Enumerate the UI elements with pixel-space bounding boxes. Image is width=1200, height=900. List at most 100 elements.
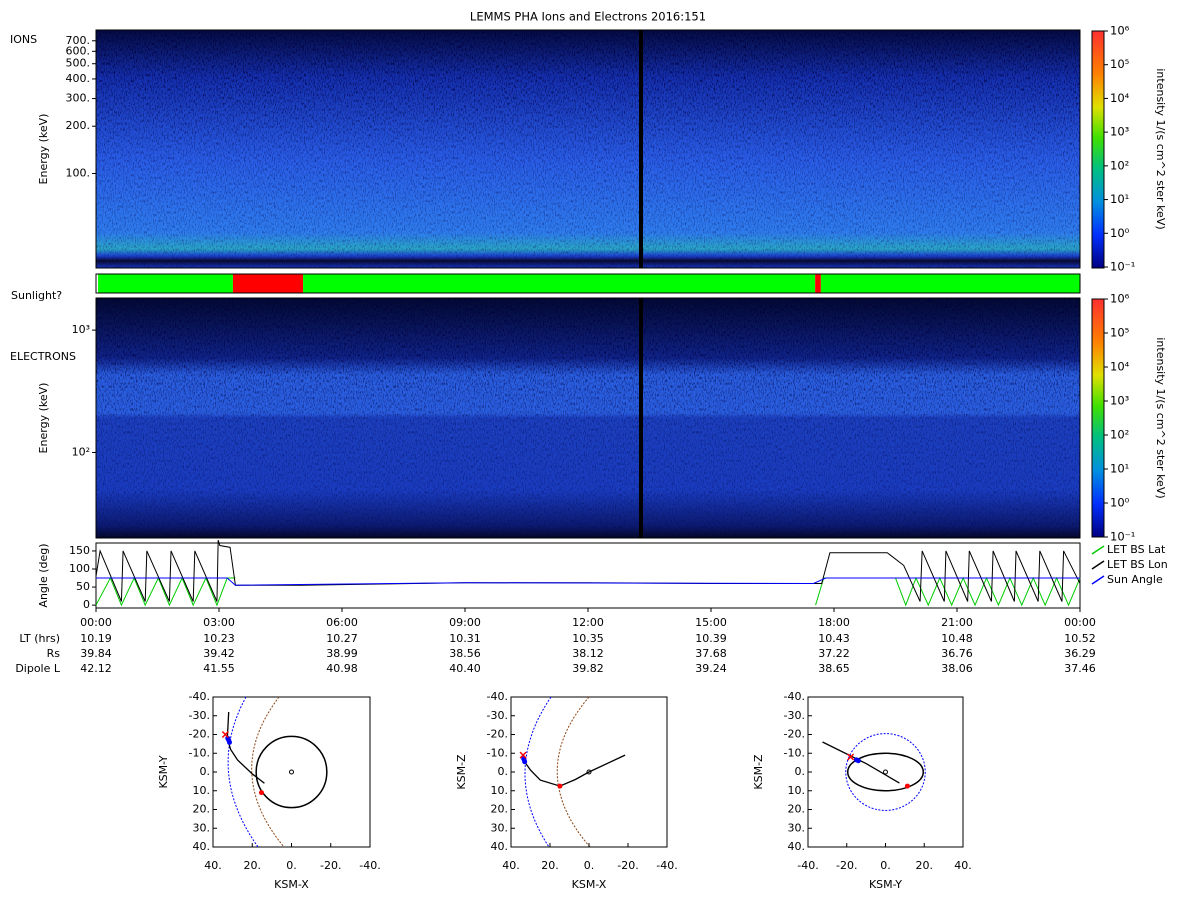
legend-swatch — [1091, 545, 1105, 555]
colorbar-tick-label: 10⁶ — [1110, 292, 1130, 306]
y-tick-label: -40. — [784, 690, 805, 703]
x-tick-label: -40. — [359, 859, 380, 872]
status-frame — [95, 273, 1081, 294]
angle-line — [815, 576, 1081, 607]
x-tick-label: -40. — [797, 859, 818, 872]
ephemeris-value: 36.76 — [941, 647, 973, 660]
y-axis-label: Energy (keV) — [37, 114, 50, 185]
sunlight-segment — [232, 274, 304, 293]
colorbar-tick-label: 10⁰ — [1110, 226, 1130, 240]
marker-x — [847, 753, 855, 761]
colorbar-label: intensity 1/(s cm^2 ster keV) — [1154, 337, 1167, 498]
x-tick-label: 20. — [244, 859, 262, 872]
marker-dot — [522, 759, 528, 765]
ephemeris-value: 10.39 — [695, 632, 727, 645]
panel-label: IONS — [10, 33, 37, 46]
y-tick-label: -20. — [784, 728, 805, 741]
saturn — [883, 769, 888, 775]
colorbar-tick-label: 10¹ — [1110, 192, 1129, 206]
y-tick-label: 600. — [66, 44, 91, 57]
y-tick-label: 100. — [66, 166, 91, 179]
ephemeris-value: 37.22 — [818, 647, 850, 660]
colorbar-tick-label: 10² — [1110, 428, 1129, 442]
magnetopause — [251, 696, 285, 848]
ephemeris-value: 10.27 — [326, 632, 358, 645]
ephemeris-value: 41.55 — [203, 662, 235, 675]
ephemeris-value: 39.24 — [695, 662, 727, 675]
plot-frame — [95, 542, 1081, 609]
x-tick-label: 12:00 — [572, 616, 604, 629]
ephemeris-label: Rs — [47, 647, 61, 660]
sunlight-segment — [98, 274, 233, 293]
legend-label: LET BS Lon — [1107, 558, 1168, 571]
x-tick-label: 03:00 — [203, 616, 235, 629]
x-tick-label: 06:00 — [326, 616, 358, 629]
y-tick-label: 150 — [69, 544, 90, 557]
ephemeris-value: 39.42 — [203, 647, 235, 660]
ephemeris-value: 10.43 — [818, 632, 850, 645]
ephemeris-value: 39.82 — [572, 662, 604, 675]
colorbar-tick-label: 10⁰ — [1110, 496, 1130, 510]
ephemeris-value: 40.98 — [326, 662, 358, 675]
y-tick-label: 10² — [72, 445, 90, 458]
trajectory — [822, 741, 900, 784]
saturn — [289, 769, 294, 775]
y-tick-label: 20. — [193, 803, 211, 816]
y-tick-label: -30. — [784, 709, 805, 722]
ephemeris-value: 10.31 — [449, 632, 481, 645]
orbit-frame — [212, 696, 371, 848]
x-tick-label: -20. — [836, 859, 857, 872]
y-tick-label: 0 — [83, 598, 90, 611]
y-tick-label: 200. — [66, 119, 91, 132]
page-title: LEMMS PHA Ions and Electrons 2016:151 — [470, 10, 706, 24]
y-axis-label: KSM-Z — [455, 754, 468, 790]
ephemeris-value: 10.23 — [203, 632, 235, 645]
x-tick-label: 20. — [916, 859, 934, 872]
marker-dot — [855, 758, 861, 764]
ephemeris-value: 10.35 — [572, 632, 604, 645]
colorbar-label: intensity 1/(s cm^2 ster keV) — [1154, 68, 1167, 229]
colorbar-tick-label: 10⁵ — [1110, 326, 1130, 340]
trajectory — [226, 711, 265, 784]
ephemeris-value: 38.12 — [572, 647, 604, 660]
orbit-ellipse — [845, 733, 926, 811]
plot-frame — [95, 29, 1081, 269]
data-gap — [639, 30, 643, 268]
plot-frame — [95, 297, 1081, 539]
x-tick-label: -20. — [320, 859, 341, 872]
colorbar-tick-label: 10⁻¹ — [1110, 530, 1135, 544]
y-tick-label: 100 — [69, 562, 90, 575]
sunlight-segment — [820, 274, 1080, 293]
bow-shock — [227, 696, 259, 848]
ephemeris-label: Dipole L — [15, 662, 61, 675]
y-tick-label: -10. — [784, 746, 805, 759]
y-tick-label: 0. — [498, 765, 509, 778]
panel-label: Sunlight? — [11, 289, 62, 302]
y-tick-label: -10. — [189, 746, 210, 759]
colorbar-tick-label: 10⁻¹ — [1110, 260, 1135, 274]
x-tick-label: 0. — [880, 859, 891, 872]
legend-label: LET BS Lat — [1107, 543, 1166, 556]
y-tick-label: -30. — [487, 709, 508, 722]
x-axis-label: KSM-X — [274, 878, 309, 891]
orbit-ellipse — [846, 752, 925, 792]
colorbar-tick-label: 10³ — [1110, 394, 1130, 408]
sunlight-segment — [303, 274, 816, 293]
y-tick-label: -20. — [189, 728, 210, 741]
angle-line — [95, 576, 236, 607]
y-tick-label: 0. — [200, 765, 211, 778]
y-tick-label: 400. — [66, 72, 91, 85]
y-tick-label: -10. — [487, 746, 508, 759]
ephemeris-value: 38.06 — [941, 662, 973, 675]
x-tick-label: 09:00 — [449, 616, 481, 629]
marker-x — [221, 730, 229, 739]
ephemeris-value: 42.12 — [80, 662, 112, 675]
ephemeris-value: 38.65 — [818, 662, 850, 675]
y-tick-label: 20. — [788, 803, 806, 816]
y-tick-label: -30. — [189, 709, 210, 722]
y-tick-label: 30. — [193, 821, 211, 834]
ephemeris-value: 40.40 — [449, 662, 481, 675]
magnetopause — [556, 696, 591, 848]
angle-line — [96, 577, 1080, 586]
y-tick-label: -40. — [189, 690, 210, 703]
